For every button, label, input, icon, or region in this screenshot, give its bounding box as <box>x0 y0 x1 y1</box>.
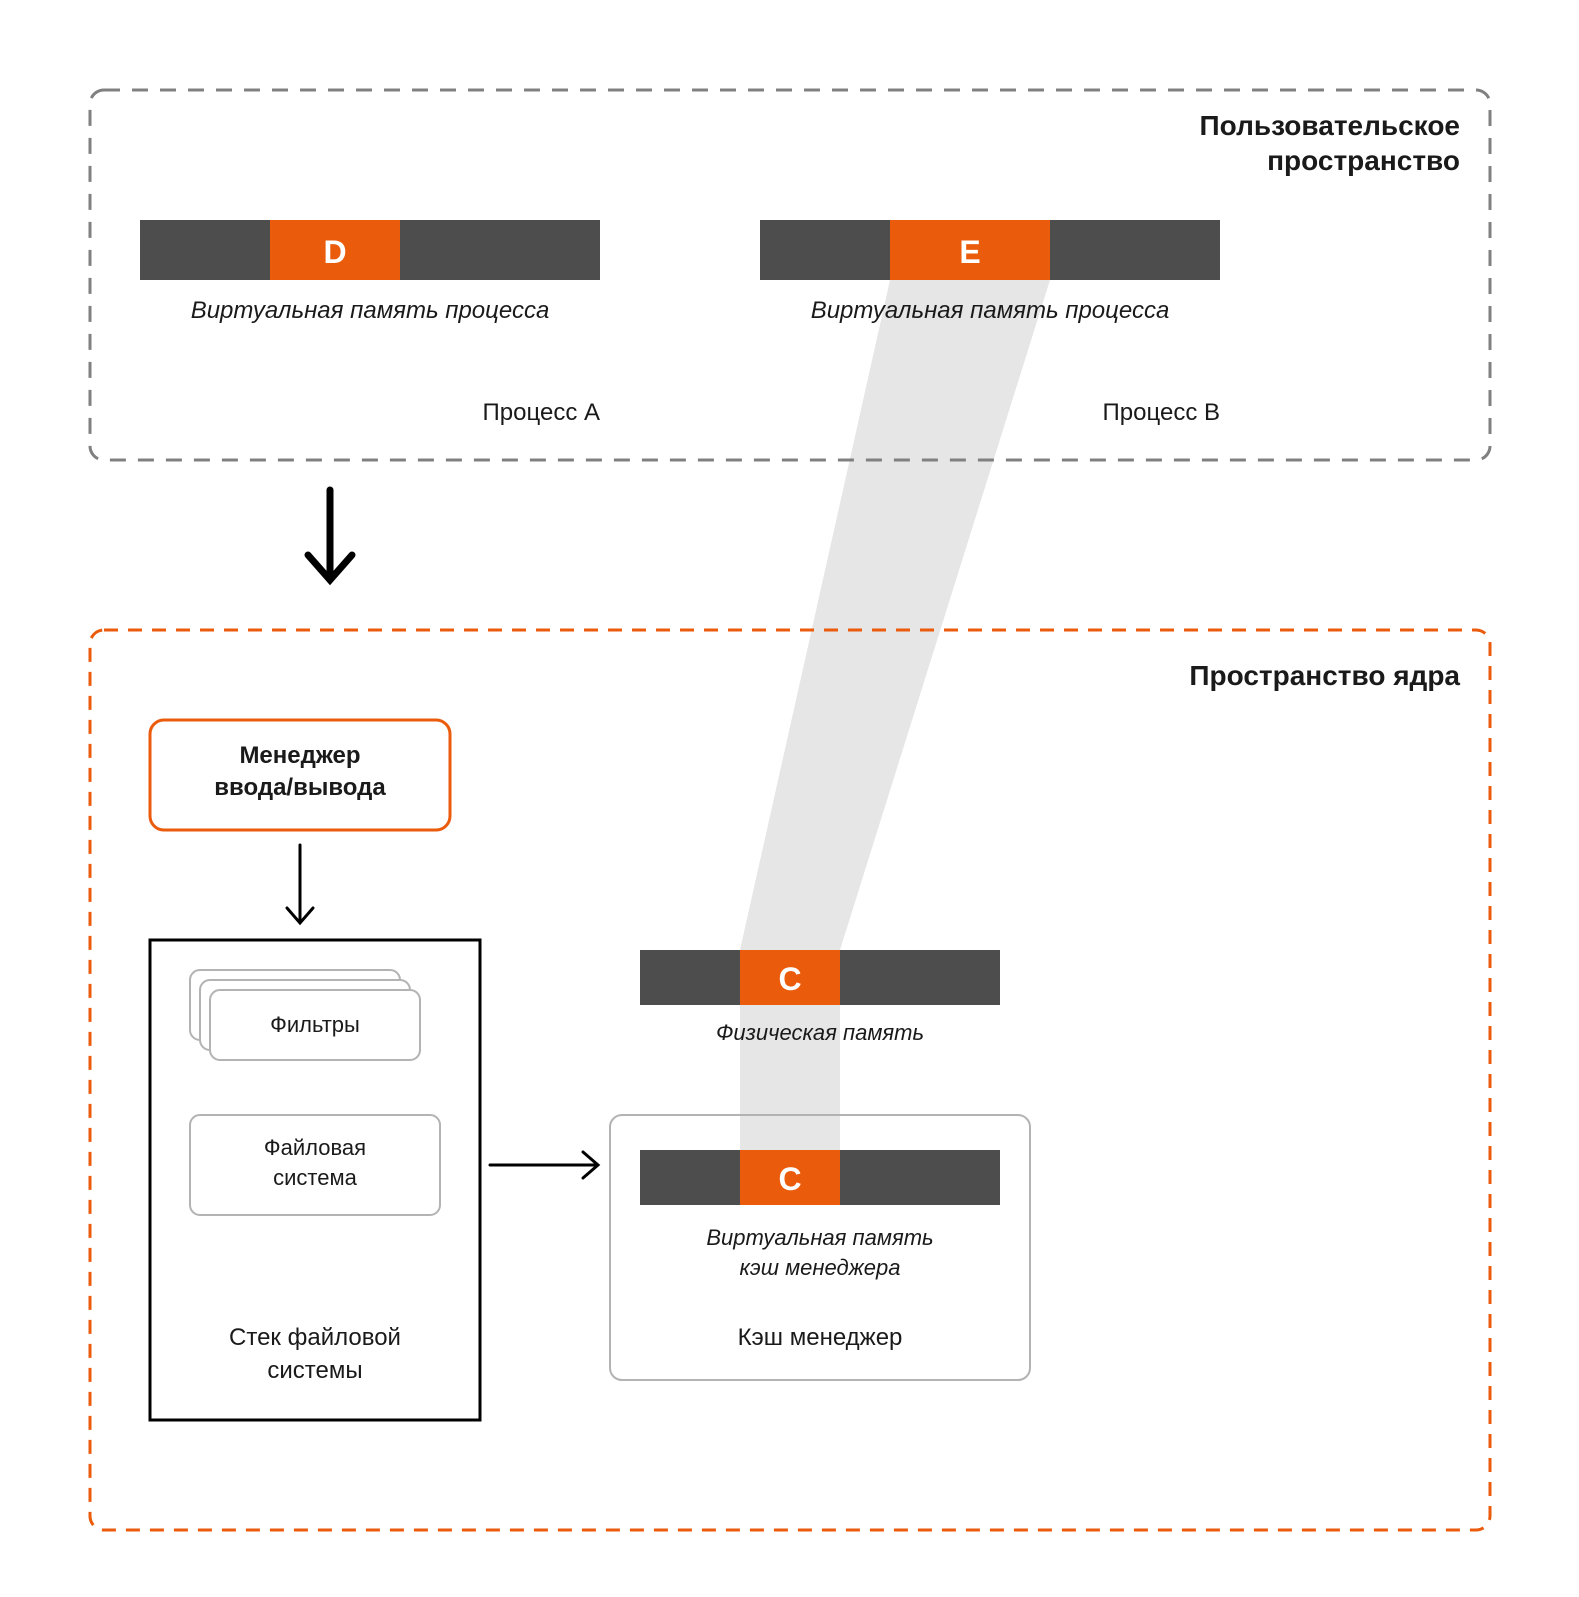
process-a-label: Процесс А <box>483 399 600 426</box>
fs-stack-caption-2: системы <box>267 1357 362 1384</box>
filters-label: Фильтры <box>270 1012 360 1037</box>
process-b-caption: Виртуальная память процесса <box>811 297 1170 324</box>
cache-caption-2: кэш менеджера <box>740 1255 901 1280</box>
cache-memory-bar: C <box>640 1150 1000 1205</box>
arrow-user-to-kernel-icon <box>308 490 352 580</box>
arrow-io-to-fs-icon <box>287 845 313 923</box>
cache-manager-label: Кэш менеджер <box>738 1324 903 1351</box>
io-manager-label-2: ввода/вывода <box>214 774 386 801</box>
filters-cards: Фильтры <box>190 970 420 1060</box>
process-b-memory-bar: E <box>760 220 1220 280</box>
io-manager-label-1: Менеджер <box>239 742 360 769</box>
segment-d-label: D <box>323 234 346 270</box>
arrow-fs-to-cache-icon <box>490 1152 598 1178</box>
cache-caption-1: Виртуальная память <box>706 1225 933 1250</box>
process-b-label: Процесс В <box>1103 399 1220 426</box>
fs-stack-caption-1: Стек файловой <box>229 1324 401 1351</box>
physical-memory-caption: Физическая память <box>716 1020 924 1045</box>
mapping-band-e-to-c <box>740 280 1050 950</box>
segment-e-label: E <box>959 234 980 270</box>
user-space-title-2: пространство <box>1267 145 1460 176</box>
filesystem-label-2: система <box>273 1165 357 1190</box>
process-a-caption: Виртуальная память процесса <box>191 297 550 324</box>
filesystem-label-1: Файловая <box>264 1135 366 1160</box>
segment-c2-label: C <box>778 1161 801 1197</box>
segment-c1-label: C <box>778 961 801 997</box>
user-space-title-1: Пользовательское <box>1200 110 1460 141</box>
process-a-memory-bar: D <box>140 220 600 280</box>
memory-architecture-diagram: Пользовательское пространство D Виртуаль… <box>0 0 1579 1597</box>
physical-memory-bar: C <box>640 950 1000 1005</box>
kernel-space-title: Пространство ядра <box>1189 660 1460 691</box>
